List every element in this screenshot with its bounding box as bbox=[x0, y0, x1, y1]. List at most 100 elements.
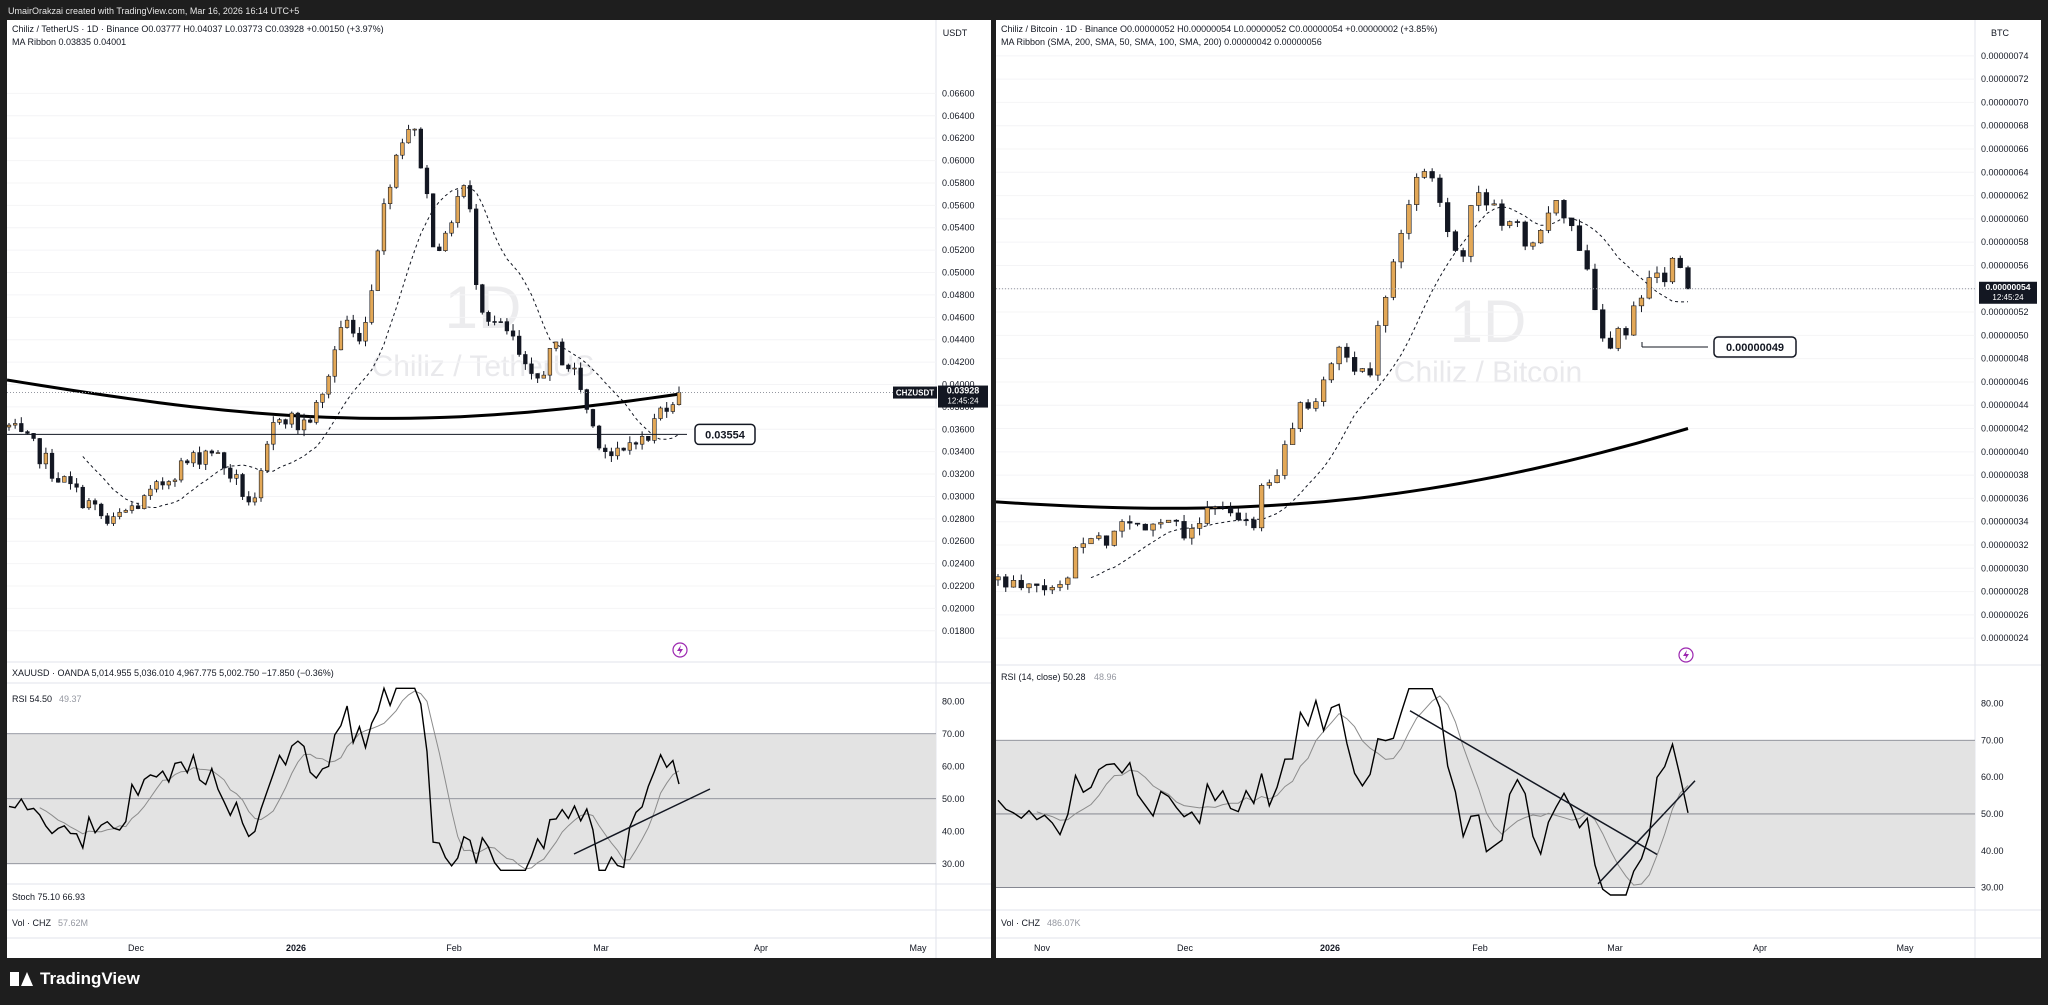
chzbtc-chart-svg[interactable]: 1D Chiliz / Bitcoin Chiliz / Bitcoin · 1… bbox=[996, 20, 2041, 958]
chart-panel-chzusdt[interactable]: 1D Chiliz / TetherUS Chiliz / TetherUS ·… bbox=[7, 20, 991, 958]
rsi-tick-label: 70.00 bbox=[942, 729, 965, 739]
price-tick-label: 0.02200 bbox=[942, 581, 975, 591]
candle bbox=[1049, 587, 1055, 591]
candle bbox=[314, 401, 319, 423]
candle bbox=[1631, 305, 1637, 336]
price-tick-label: 0.02600 bbox=[942, 536, 975, 546]
candle bbox=[412, 128, 417, 131]
rsi-tick-label: 40.00 bbox=[1981, 846, 2004, 856]
candle bbox=[154, 481, 159, 490]
candle bbox=[1181, 521, 1187, 539]
candle bbox=[1623, 328, 1629, 336]
rsi-legend[interactable]: RSI 54.50 bbox=[12, 694, 52, 704]
time-axis[interactable]: Dec 2026 Feb Mar Apr May bbox=[128, 943, 927, 953]
candle bbox=[633, 442, 639, 445]
price-tick-label: 0.00000066 bbox=[1981, 144, 2029, 154]
price-axis[interactable]: 0.00000074 0.00000072 0.00000070 0.00000068… bbox=[1981, 51, 2029, 643]
candle bbox=[369, 290, 374, 323]
candle bbox=[553, 341, 559, 349]
stoch-legend[interactable]: Stoch 75.10 66.93 bbox=[12, 892, 85, 902]
candle bbox=[301, 419, 307, 431]
candle bbox=[332, 349, 337, 377]
candle bbox=[1173, 519, 1179, 522]
price-tick-label: 0.02000 bbox=[942, 603, 975, 613]
trendline[interactable] bbox=[1409, 710, 1658, 856]
price-grid bbox=[7, 92, 936, 632]
last-price-tag bbox=[1979, 281, 2037, 304]
candle bbox=[1282, 444, 1288, 476]
candle bbox=[357, 332, 362, 342]
currency-label[interactable]: USDT bbox=[943, 28, 968, 38]
chart-panel-chzbtc[interactable]: 1D Chiliz / Bitcoin Chiliz / Bitcoin · 1… bbox=[996, 20, 2041, 958]
main-legend[interactable]: Chiliz / Bitcoin · 1D · Binance O0.00000… bbox=[1001, 24, 1437, 34]
bolt-icon[interactable] bbox=[1678, 647, 1694, 663]
candle bbox=[1297, 402, 1303, 429]
rsi-tick-label: 80.00 bbox=[942, 696, 965, 706]
candle bbox=[621, 447, 626, 451]
candle bbox=[609, 451, 614, 457]
candle bbox=[504, 321, 510, 332]
price-tick-label: 0.00000030 bbox=[1981, 563, 2029, 573]
candle bbox=[234, 474, 239, 479]
price-tick-label: 0.04200 bbox=[942, 357, 975, 367]
candle bbox=[474, 208, 479, 285]
candle bbox=[652, 418, 657, 441]
chzusdt-chart-svg[interactable]: 1D Chiliz / TetherUS Chiliz / TetherUS ·… bbox=[7, 20, 991, 958]
tradingview-logo[interactable]: TradingView bbox=[10, 969, 140, 989]
candle bbox=[1646, 277, 1652, 299]
candle bbox=[344, 319, 350, 328]
candle bbox=[185, 460, 190, 464]
trendline[interactable] bbox=[573, 788, 711, 855]
price-tick-label: 0.02400 bbox=[942, 559, 975, 569]
candle bbox=[197, 452, 202, 465]
candle bbox=[584, 389, 589, 410]
time-tick-label: Mar bbox=[593, 943, 609, 953]
candle bbox=[467, 185, 473, 210]
candle bbox=[1243, 519, 1249, 522]
candle bbox=[566, 364, 571, 370]
price-tick-label: 0.00000052 bbox=[1981, 307, 2029, 317]
candle bbox=[203, 450, 208, 465]
currency-label[interactable]: BTC bbox=[1991, 28, 2010, 38]
candle bbox=[418, 128, 423, 169]
candle bbox=[1507, 221, 1513, 226]
xauusd-legend[interactable]: XAUUSD · OANDA 5,014.955 5,036.010 4,967… bbox=[12, 668, 334, 678]
moving-averages bbox=[996, 206, 1689, 579]
candle bbox=[658, 407, 663, 419]
candle bbox=[289, 412, 294, 425]
candle bbox=[1561, 200, 1567, 219]
rsi-tick-label: 40.00 bbox=[942, 826, 965, 836]
rsi-pane bbox=[7, 685, 936, 871]
candle bbox=[1545, 212, 1552, 231]
time-axis[interactable]: Nov Dec 2026 Feb Mar Apr May bbox=[1034, 943, 1914, 953]
candle bbox=[1212, 506, 1218, 509]
volume-legend[interactable]: Vol · CHZ bbox=[1001, 918, 1041, 928]
ma-ribbon-legend[interactable]: MA Ribbon (SMA, 200, SMA, 50, SMA, 100, … bbox=[1001, 37, 1322, 47]
rsi-line bbox=[997, 688, 1689, 896]
ma-200-line bbox=[7, 378, 680, 420]
rsi-legend[interactable]: RSI (14, close) 50.28 bbox=[1001, 672, 1086, 682]
price-tick-label: 0.00000068 bbox=[1981, 121, 2029, 131]
candle bbox=[271, 422, 276, 445]
rsi-axis: 80.00 70.00 60.00 50.00 40.00 30.00 bbox=[942, 696, 965, 869]
candle bbox=[1080, 543, 1086, 548]
volume-legend[interactable]: Vol · CHZ bbox=[12, 918, 52, 928]
candle bbox=[1553, 200, 1559, 214]
bolt-icon[interactable] bbox=[672, 642, 688, 658]
main-legend[interactable]: Chiliz / TetherUS · 1D · Binance O0.0377… bbox=[12, 24, 384, 34]
volume-value: 57.62M bbox=[58, 918, 88, 928]
candle bbox=[215, 452, 221, 454]
candle bbox=[603, 447, 608, 452]
candle bbox=[517, 335, 522, 355]
candle bbox=[338, 327, 344, 351]
ma-ribbon-legend[interactable]: MA Ribbon 0.03835 0.04001 bbox=[12, 37, 126, 47]
trendline[interactable] bbox=[1597, 780, 1696, 885]
watermark-timeframe: 1D bbox=[1450, 288, 1527, 355]
candle bbox=[258, 470, 264, 499]
candle bbox=[1266, 482, 1272, 486]
candle bbox=[326, 375, 331, 395]
candles bbox=[7, 124, 682, 526]
time-tick-label: May bbox=[909, 943, 927, 953]
candle bbox=[1468, 205, 1474, 257]
candle bbox=[1096, 535, 1102, 539]
